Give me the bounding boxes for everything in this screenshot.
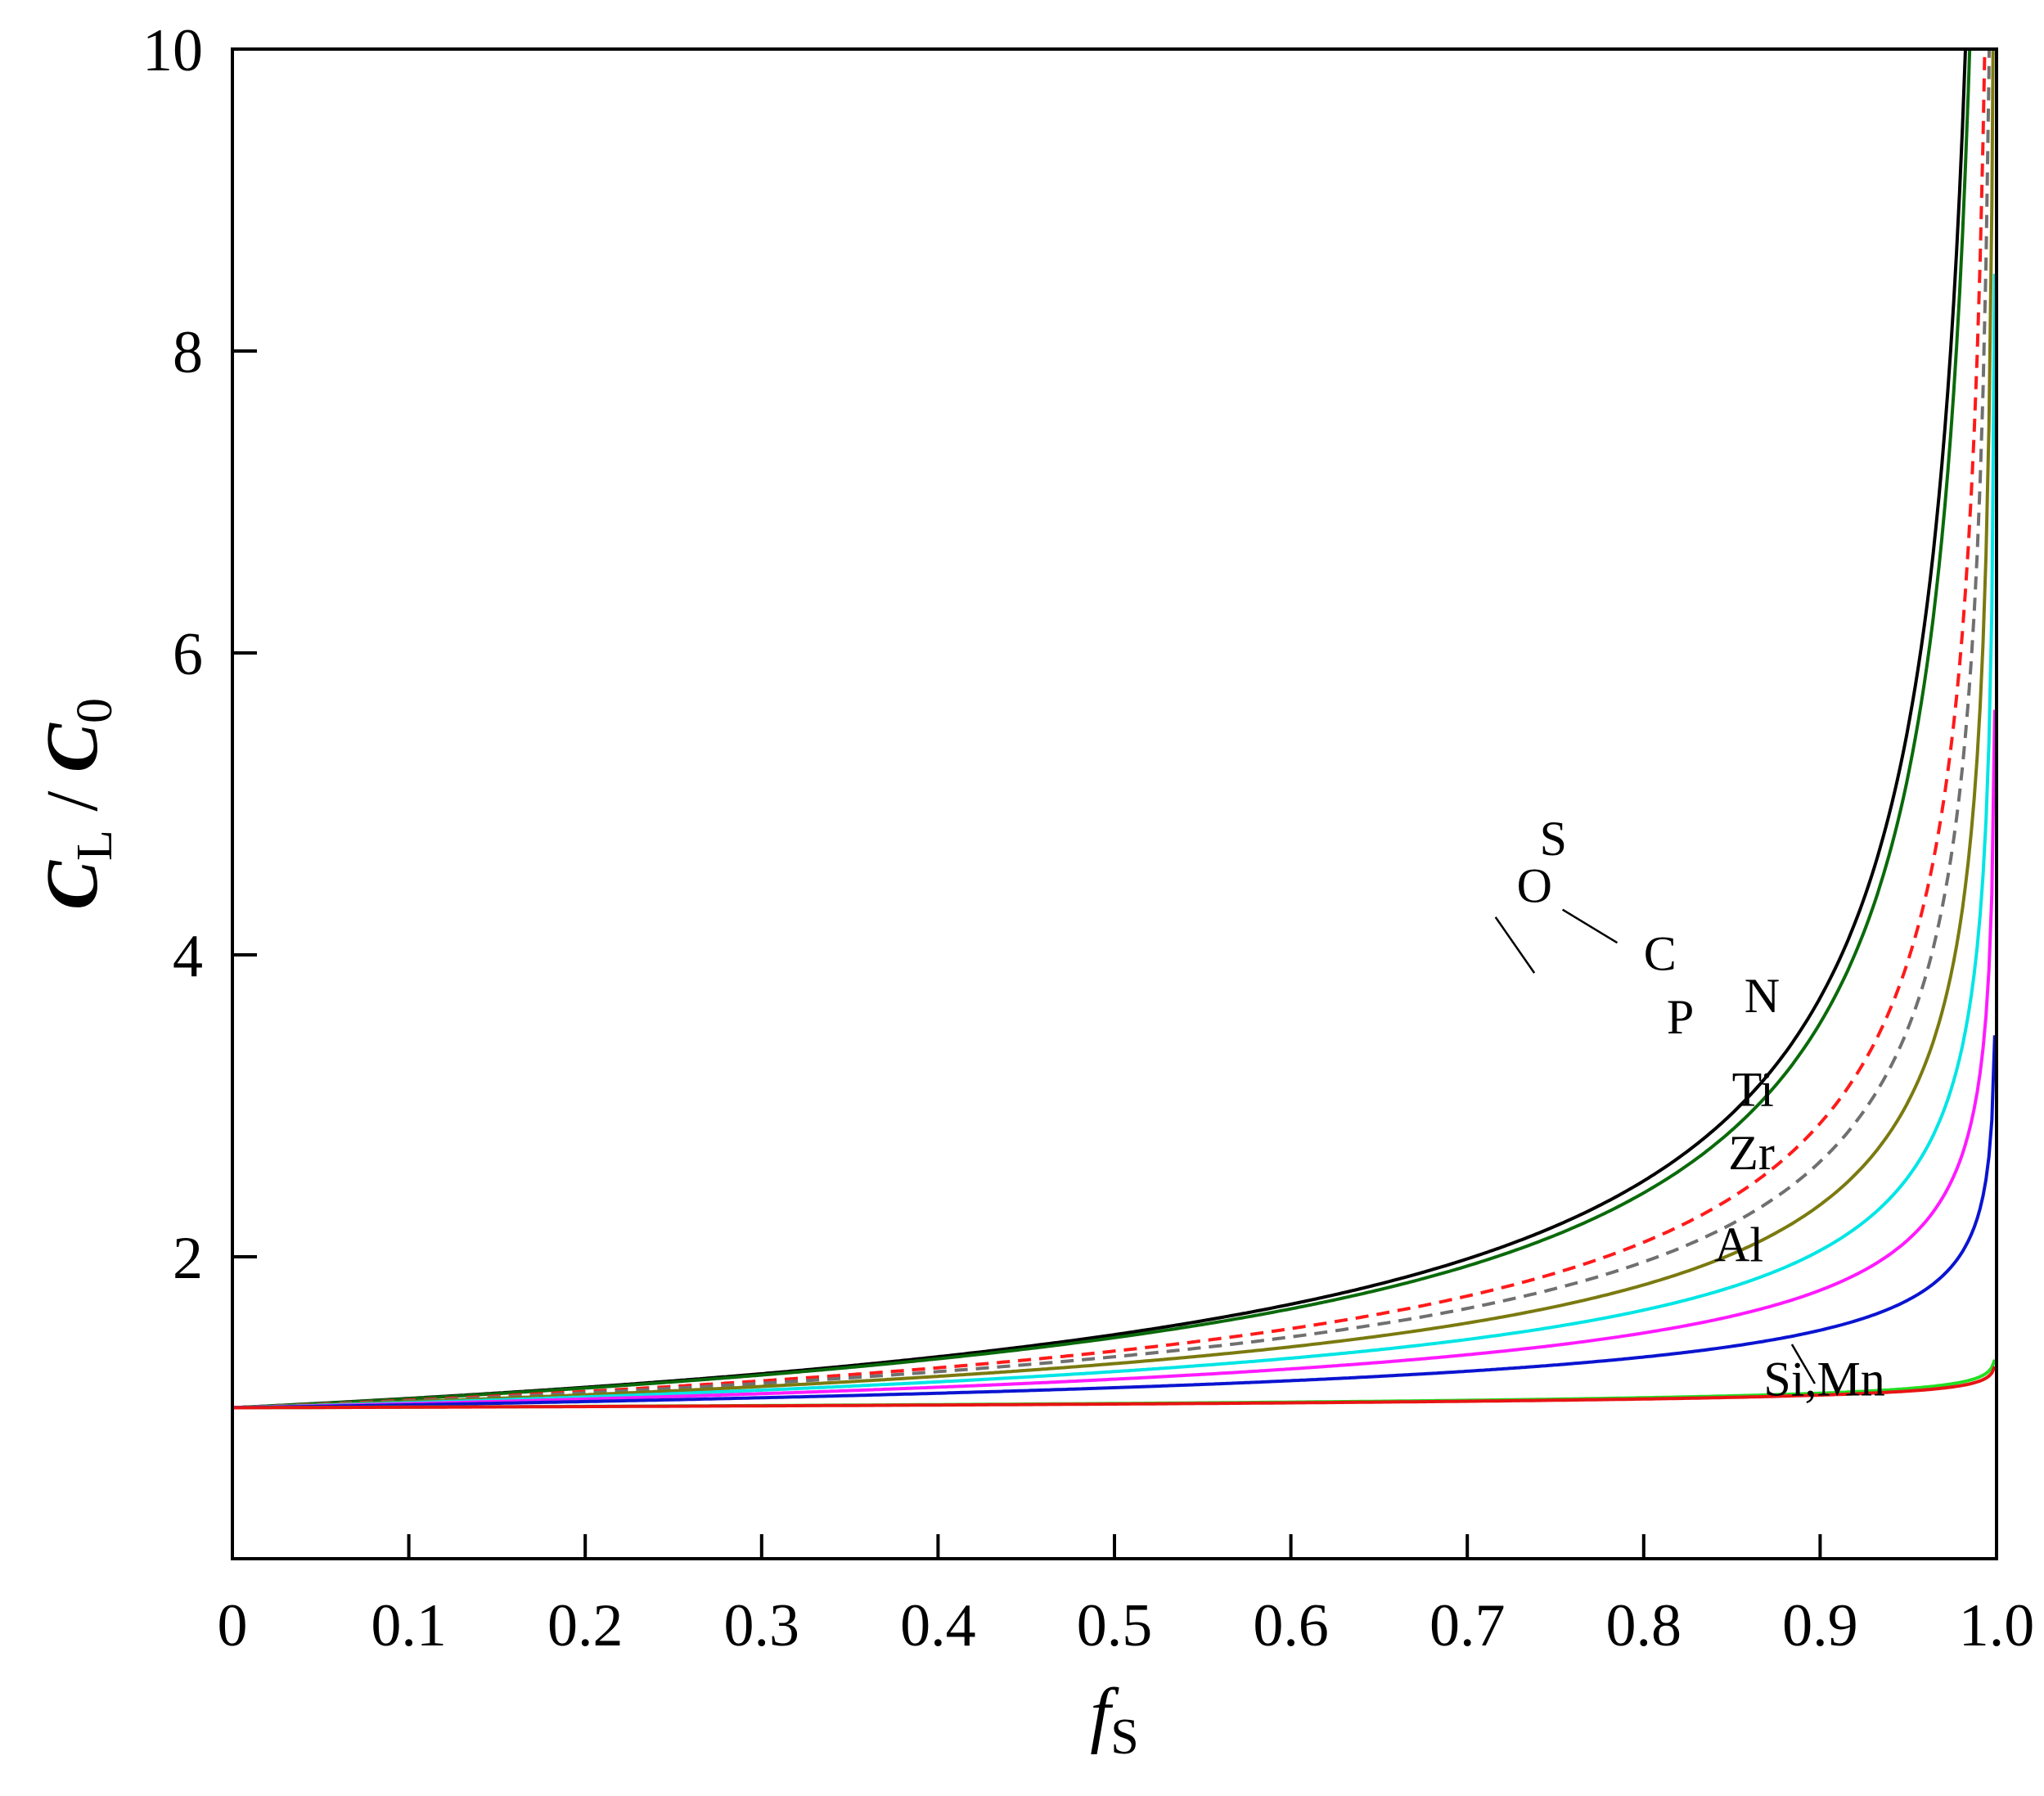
y-title-num-sub: L	[67, 830, 123, 861]
series-line-mn	[232, 1366, 1997, 1410]
series-label-ti: Ti	[1732, 1063, 1774, 1117]
x-tick-label: 0.4	[900, 1592, 976, 1659]
series-line-c	[232, 48, 1987, 1410]
x-tick-label: 0.7	[1429, 1592, 1506, 1659]
x-tick-label: 1.0	[1959, 1592, 2035, 1659]
y-tick-label: 2	[173, 1225, 203, 1292]
axis-layer: 0 0.1 0.2 0.3 0.4 0.5 0.6 0.7 0.8 0.9 1.0 2 4 6 8 10	[142, 17, 2034, 1659]
x-tick-label: 0.8	[1606, 1592, 1682, 1659]
y-axis-title: CL / C0	[32, 698, 123, 910]
x-tick-label: 0.9	[1782, 1592, 1858, 1659]
series-line-ti	[232, 273, 1997, 1410]
y-title-den-sub: 0	[67, 698, 123, 723]
x-tick-label: 0.1	[371, 1592, 447, 1659]
y-title-num: C	[32, 860, 113, 910]
x-tick-label: 0.5	[1077, 1592, 1153, 1659]
series-line-zr	[232, 709, 1997, 1410]
x-tick-label: 0.2	[547, 1592, 624, 1659]
series-line-s	[232, 48, 1972, 1410]
series-line-al	[232, 1035, 1997, 1410]
y-tick-label: 4	[173, 923, 203, 990]
series-line-o	[232, 48, 1967, 1410]
series-label-c: C	[1644, 926, 1677, 980]
series-label-n: N	[1745, 969, 1780, 1023]
series-label-al: Al	[1714, 1218, 1763, 1272]
series-line-n	[232, 48, 1995, 1410]
y-title-sep: /	[32, 772, 113, 830]
x-tick-label: 0.3	[724, 1592, 800, 1659]
x-tick-label: 0.6	[1253, 1592, 1329, 1659]
label-leader-line	[1561, 908, 1619, 944]
series-label-zr: Zr	[1728, 1126, 1775, 1180]
series-label-s: S	[1540, 812, 1567, 866]
y-tick-label: 8	[173, 319, 203, 386]
series-label-o: O	[1517, 858, 1552, 912]
x-axis-title: fS	[1090, 1674, 1139, 1765]
y-tick-label: 6	[173, 621, 203, 688]
label-leader-line	[1494, 916, 1536, 974]
y-title-den: C	[32, 722, 113, 772]
series-layer	[232, 48, 1997, 1410]
series-label-p: P	[1667, 990, 1694, 1044]
x-title-sub: S	[1110, 1709, 1138, 1765]
series-line-p	[232, 48, 1991, 1410]
label-leader-line	[1790, 1344, 1817, 1384]
annotation-layer: OS CP N Ti Zr Al Si,Mn	[1494, 812, 1885, 1407]
y-tick-label: 10	[142, 17, 203, 84]
x-tick-label: 0	[218, 1592, 248, 1659]
plot-area-frame	[231, 47, 1998, 1560]
series-label-si-mn: Si,Mn	[1763, 1353, 1884, 1407]
